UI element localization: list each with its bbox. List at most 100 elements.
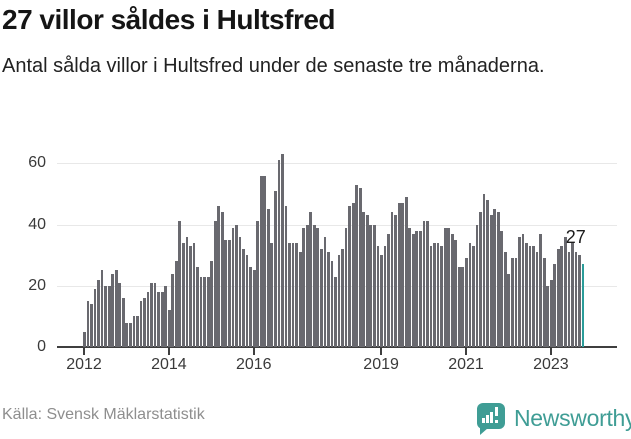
- bar: [549, 279, 553, 347]
- bar: [189, 245, 192, 347]
- x-tick-label-2012: 2012: [66, 356, 102, 373]
- bar: [440, 245, 443, 347]
- bar: [83, 331, 86, 347]
- bar: [249, 267, 252, 347]
- bar: [461, 267, 465, 347]
- bar: [429, 245, 433, 347]
- bar: [404, 196, 408, 347]
- y-tick-label-20: 20: [28, 276, 46, 294]
- source-caption: Källa: Svensk Mäklarstatistik: [2, 406, 205, 423]
- gridline-60: [57, 163, 617, 165]
- bar: [146, 291, 150, 347]
- bar: [196, 267, 199, 347]
- bar: [525, 242, 528, 347]
- bar: [447, 227, 451, 347]
- bar: [284, 206, 288, 347]
- bar: [358, 187, 362, 347]
- bar: [380, 255, 383, 347]
- bar: [401, 203, 405, 347]
- bar: [210, 261, 214, 347]
- bar: [355, 184, 359, 347]
- bar: [578, 255, 581, 347]
- bar: [118, 282, 122, 347]
- bar: [472, 245, 475, 347]
- bar: [192, 242, 196, 347]
- bar: [266, 209, 270, 347]
- bar: [337, 255, 341, 347]
- bar: [143, 298, 146, 347]
- bar: [199, 276, 203, 347]
- bar: [252, 270, 256, 347]
- bar: [309, 212, 313, 347]
- bar: [242, 249, 245, 347]
- bar: [500, 230, 504, 347]
- bar: [107, 285, 111, 347]
- bar: [510, 258, 514, 347]
- logo-wordmark: Newsworthy: [514, 405, 631, 431]
- bar: [415, 230, 419, 347]
- bar: [157, 291, 161, 347]
- bar: [217, 206, 221, 347]
- bar: [305, 224, 309, 347]
- bar: [259, 175, 263, 347]
- bar: [571, 242, 574, 347]
- bar: [387, 233, 390, 347]
- bar: [503, 252, 507, 347]
- bar: [528, 245, 532, 347]
- x-tick-label-2016: 2016: [235, 356, 272, 373]
- bar: [171, 273, 175, 347]
- bar: [323, 236, 327, 347]
- bar: [411, 233, 415, 347]
- newsworthy-logo: Newsworthy: [477, 402, 631, 438]
- bar: [224, 239, 228, 347]
- bar: [443, 227, 447, 347]
- bar: [464, 258, 468, 347]
- mini-bar-icon: [482, 418, 485, 423]
- bar: [408, 227, 412, 347]
- bar: [482, 193, 486, 347]
- x-tick-2019: [380, 348, 383, 355]
- x-tick-2023: [549, 348, 552, 355]
- x-tick-label-2014: 2014: [151, 356, 187, 373]
- bar: [479, 212, 482, 347]
- bar: [213, 221, 217, 347]
- bar: [281, 154, 284, 347]
- x-axis-line: [57, 346, 617, 348]
- bar: [546, 285, 550, 347]
- bar: [288, 242, 291, 347]
- x-tick-2016: [252, 348, 255, 355]
- bar: [518, 236, 521, 347]
- bar: [489, 215, 493, 347]
- bar: [298, 252, 302, 347]
- bar: [256, 221, 260, 347]
- bar: [383, 245, 387, 347]
- bar: [121, 298, 125, 347]
- bar: [132, 316, 136, 347]
- bar: [419, 230, 422, 347]
- bar: [535, 252, 539, 347]
- bar: [111, 273, 115, 347]
- x-tick-label-2023: 2023: [533, 356, 569, 373]
- bar: [327, 252, 330, 347]
- bar: [426, 221, 429, 347]
- bar: [507, 273, 511, 347]
- bar: [93, 288, 97, 347]
- bar: [348, 206, 352, 347]
- chart-subtitle: Antal sålda villor i Hultsfred under de …: [2, 55, 545, 77]
- bar: [539, 233, 543, 347]
- chart-title: 27 villor såldes i Hultsfred: [2, 4, 336, 35]
- y-tick-label-60: 60: [28, 154, 46, 172]
- bar: [182, 242, 185, 347]
- bar: [203, 276, 206, 347]
- bar: [160, 291, 164, 347]
- gridline-40: [57, 224, 617, 226]
- bar: [125, 322, 129, 347]
- bar: [457, 267, 461, 347]
- x-tick-2012: [83, 348, 85, 355]
- x-tick-2014: [167, 348, 170, 355]
- mini-bar-icon: [490, 412, 493, 423]
- exclamation-dot-icon: [495, 420, 498, 423]
- bar: [532, 245, 535, 347]
- bar: [521, 233, 525, 347]
